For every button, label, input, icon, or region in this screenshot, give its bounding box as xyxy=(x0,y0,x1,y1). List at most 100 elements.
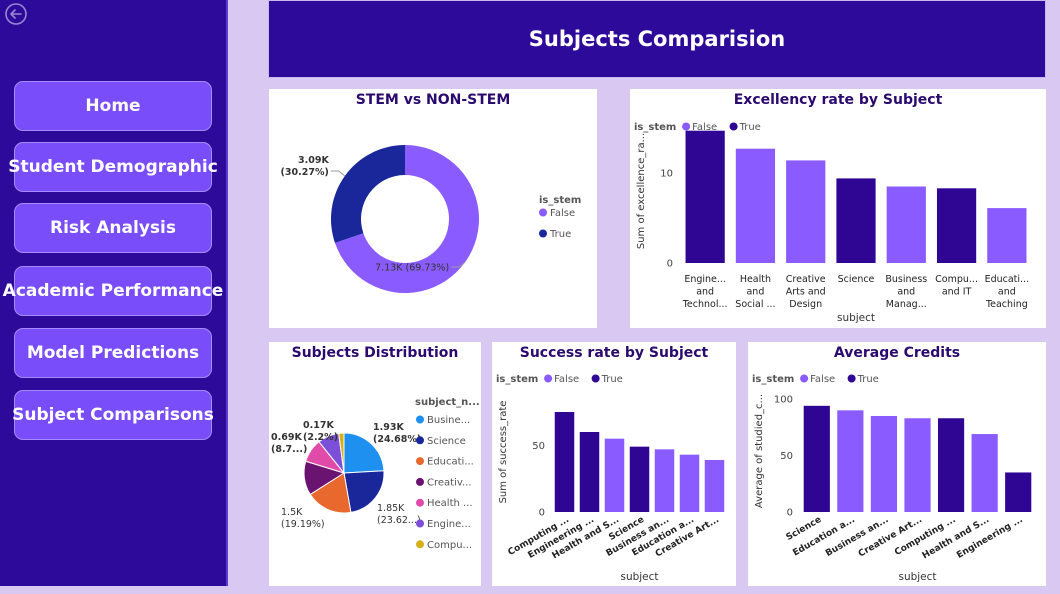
bar xyxy=(579,432,600,512)
legend-marker xyxy=(539,208,547,217)
bar xyxy=(685,130,725,263)
bar xyxy=(654,449,675,512)
legend-title: is_stem xyxy=(752,374,794,385)
legend-label: Creativ... xyxy=(427,477,472,488)
data-label: 0.69K xyxy=(271,432,302,443)
bar xyxy=(886,186,926,263)
subjects-distribution-panel: Subjects Distribution 1.93K (24.68%) 1.85K… xyxy=(269,342,481,586)
pie-slice xyxy=(343,432,385,474)
legend-title: is_stem xyxy=(496,374,538,385)
y-tick-label: 50 xyxy=(532,441,545,452)
legend-label: Health ... xyxy=(427,498,473,509)
bar xyxy=(629,446,650,512)
legend-label: Science xyxy=(427,436,466,447)
chart-title: Excellency rate by Subject xyxy=(733,92,943,108)
legend-marker xyxy=(416,540,424,549)
x-tick-label: Educati... xyxy=(985,274,1030,285)
x-tick-label: and xyxy=(998,287,1016,298)
bar xyxy=(735,148,776,263)
x-tick-label: and xyxy=(696,287,714,298)
bar xyxy=(554,412,575,512)
leader-line xyxy=(451,261,466,268)
nav-risk-analysis-button[interactable]: Risk Analysis xyxy=(14,203,212,253)
x-axis-label: subject xyxy=(898,571,936,583)
x-tick-label: Science xyxy=(838,274,875,285)
legend-label: True xyxy=(739,122,761,133)
excellency-bar-chart: is_stem False True010Engine...andTechnol..… xyxy=(634,122,1030,324)
pie-slice xyxy=(338,432,345,474)
legend-marker xyxy=(544,374,553,383)
bar xyxy=(987,208,1027,263)
pie-slice xyxy=(331,145,405,243)
legend-marker xyxy=(729,122,738,131)
data-label: (8.7...) xyxy=(271,444,307,455)
bar xyxy=(870,415,898,512)
x-tick-label: Manag... xyxy=(886,299,927,310)
nav-student-demographic-button[interactable]: Student Demographic xyxy=(8,142,218,192)
nav-home-button[interactable]: Home xyxy=(14,81,212,131)
y-axis-label: Sum of excellence_ra... xyxy=(636,133,647,249)
legend-label: Engine... xyxy=(427,519,471,530)
legend-marker xyxy=(416,519,424,528)
bar xyxy=(837,410,864,512)
legend-label: Compu... xyxy=(427,540,472,551)
nav-academic-performance-button[interactable]: Academic Performance xyxy=(3,266,223,316)
legend-label: False xyxy=(692,122,717,133)
data-label: 1.5K xyxy=(281,507,303,518)
data-label: 1.85K xyxy=(377,503,405,514)
data-label: 7.13K (69.73%) xyxy=(375,263,449,274)
success-rate-panel: Success rate by Subject is_stem False True… xyxy=(492,342,736,586)
y-tick-label: 100 xyxy=(774,395,793,406)
data-label: (2.2%) xyxy=(303,432,338,443)
bar xyxy=(836,178,876,263)
legend-marker xyxy=(847,374,856,383)
y-axis-label: Sum of success_rate xyxy=(498,401,509,504)
legend-marker xyxy=(800,374,809,383)
back-arrow-icon[interactable] xyxy=(4,2,28,26)
x-tick-label: Design xyxy=(789,299,822,310)
legend-marker xyxy=(416,498,424,507)
bar xyxy=(803,405,830,512)
x-tick-label: Business xyxy=(885,274,927,285)
x-tick-label: and IT xyxy=(942,287,972,298)
nav-model-predictions-button[interactable]: Model Predictions xyxy=(14,328,212,378)
legend-marker xyxy=(682,122,691,131)
leader-line xyxy=(330,170,346,177)
page-header: Subjects Comparision xyxy=(268,0,1046,78)
pie-slice xyxy=(334,145,480,293)
bar xyxy=(971,434,998,512)
nav-subject-comparisons-button[interactable]: Subject Comparisons xyxy=(12,390,214,440)
x-tick-label: Social ... xyxy=(735,299,775,310)
pie-slice xyxy=(309,472,352,514)
data-label: (23.62...) xyxy=(377,515,421,526)
x-tick-label: and xyxy=(746,287,764,298)
legend-label: True xyxy=(549,229,571,240)
x-tick-label: Engine... xyxy=(684,274,726,285)
y-tick-label: 50 xyxy=(780,451,793,462)
pie-slice xyxy=(343,470,385,513)
chart-title: Success rate by Subject xyxy=(519,345,709,361)
subjects-pie-chart: 1.93K(24.68%) 1.85K(23.62...) 1.5K(19.19%)… xyxy=(271,397,480,551)
y-tick-label: 0 xyxy=(667,259,673,270)
bar xyxy=(704,460,725,512)
legend-label: True xyxy=(857,374,879,385)
sidebar: Home Student Demographic Risk Analysis A… xyxy=(0,0,228,586)
x-tick-label: Teaching xyxy=(985,299,1028,310)
x-axis-label: subject xyxy=(620,571,658,583)
legend-label: False xyxy=(554,374,579,385)
legend-title: is_stem xyxy=(634,122,676,133)
bar xyxy=(936,188,977,263)
legend-label: Educati... xyxy=(427,457,474,468)
x-tick-label: Arts and xyxy=(786,287,826,298)
average-credits-panel: Average Credits is_stem False True 0 50 100 Sc… xyxy=(748,342,1046,586)
legend-label: False xyxy=(550,208,575,219)
legend-marker xyxy=(591,374,600,383)
data-label: (30.27%) xyxy=(281,167,329,178)
chart-title: Average Credits xyxy=(833,345,961,361)
chart-title: Subjects Distribution xyxy=(291,345,459,361)
bar xyxy=(786,160,826,263)
bar xyxy=(679,454,700,512)
legend-title: subject_n... xyxy=(415,397,480,408)
legend-title: is_stem xyxy=(539,195,581,206)
